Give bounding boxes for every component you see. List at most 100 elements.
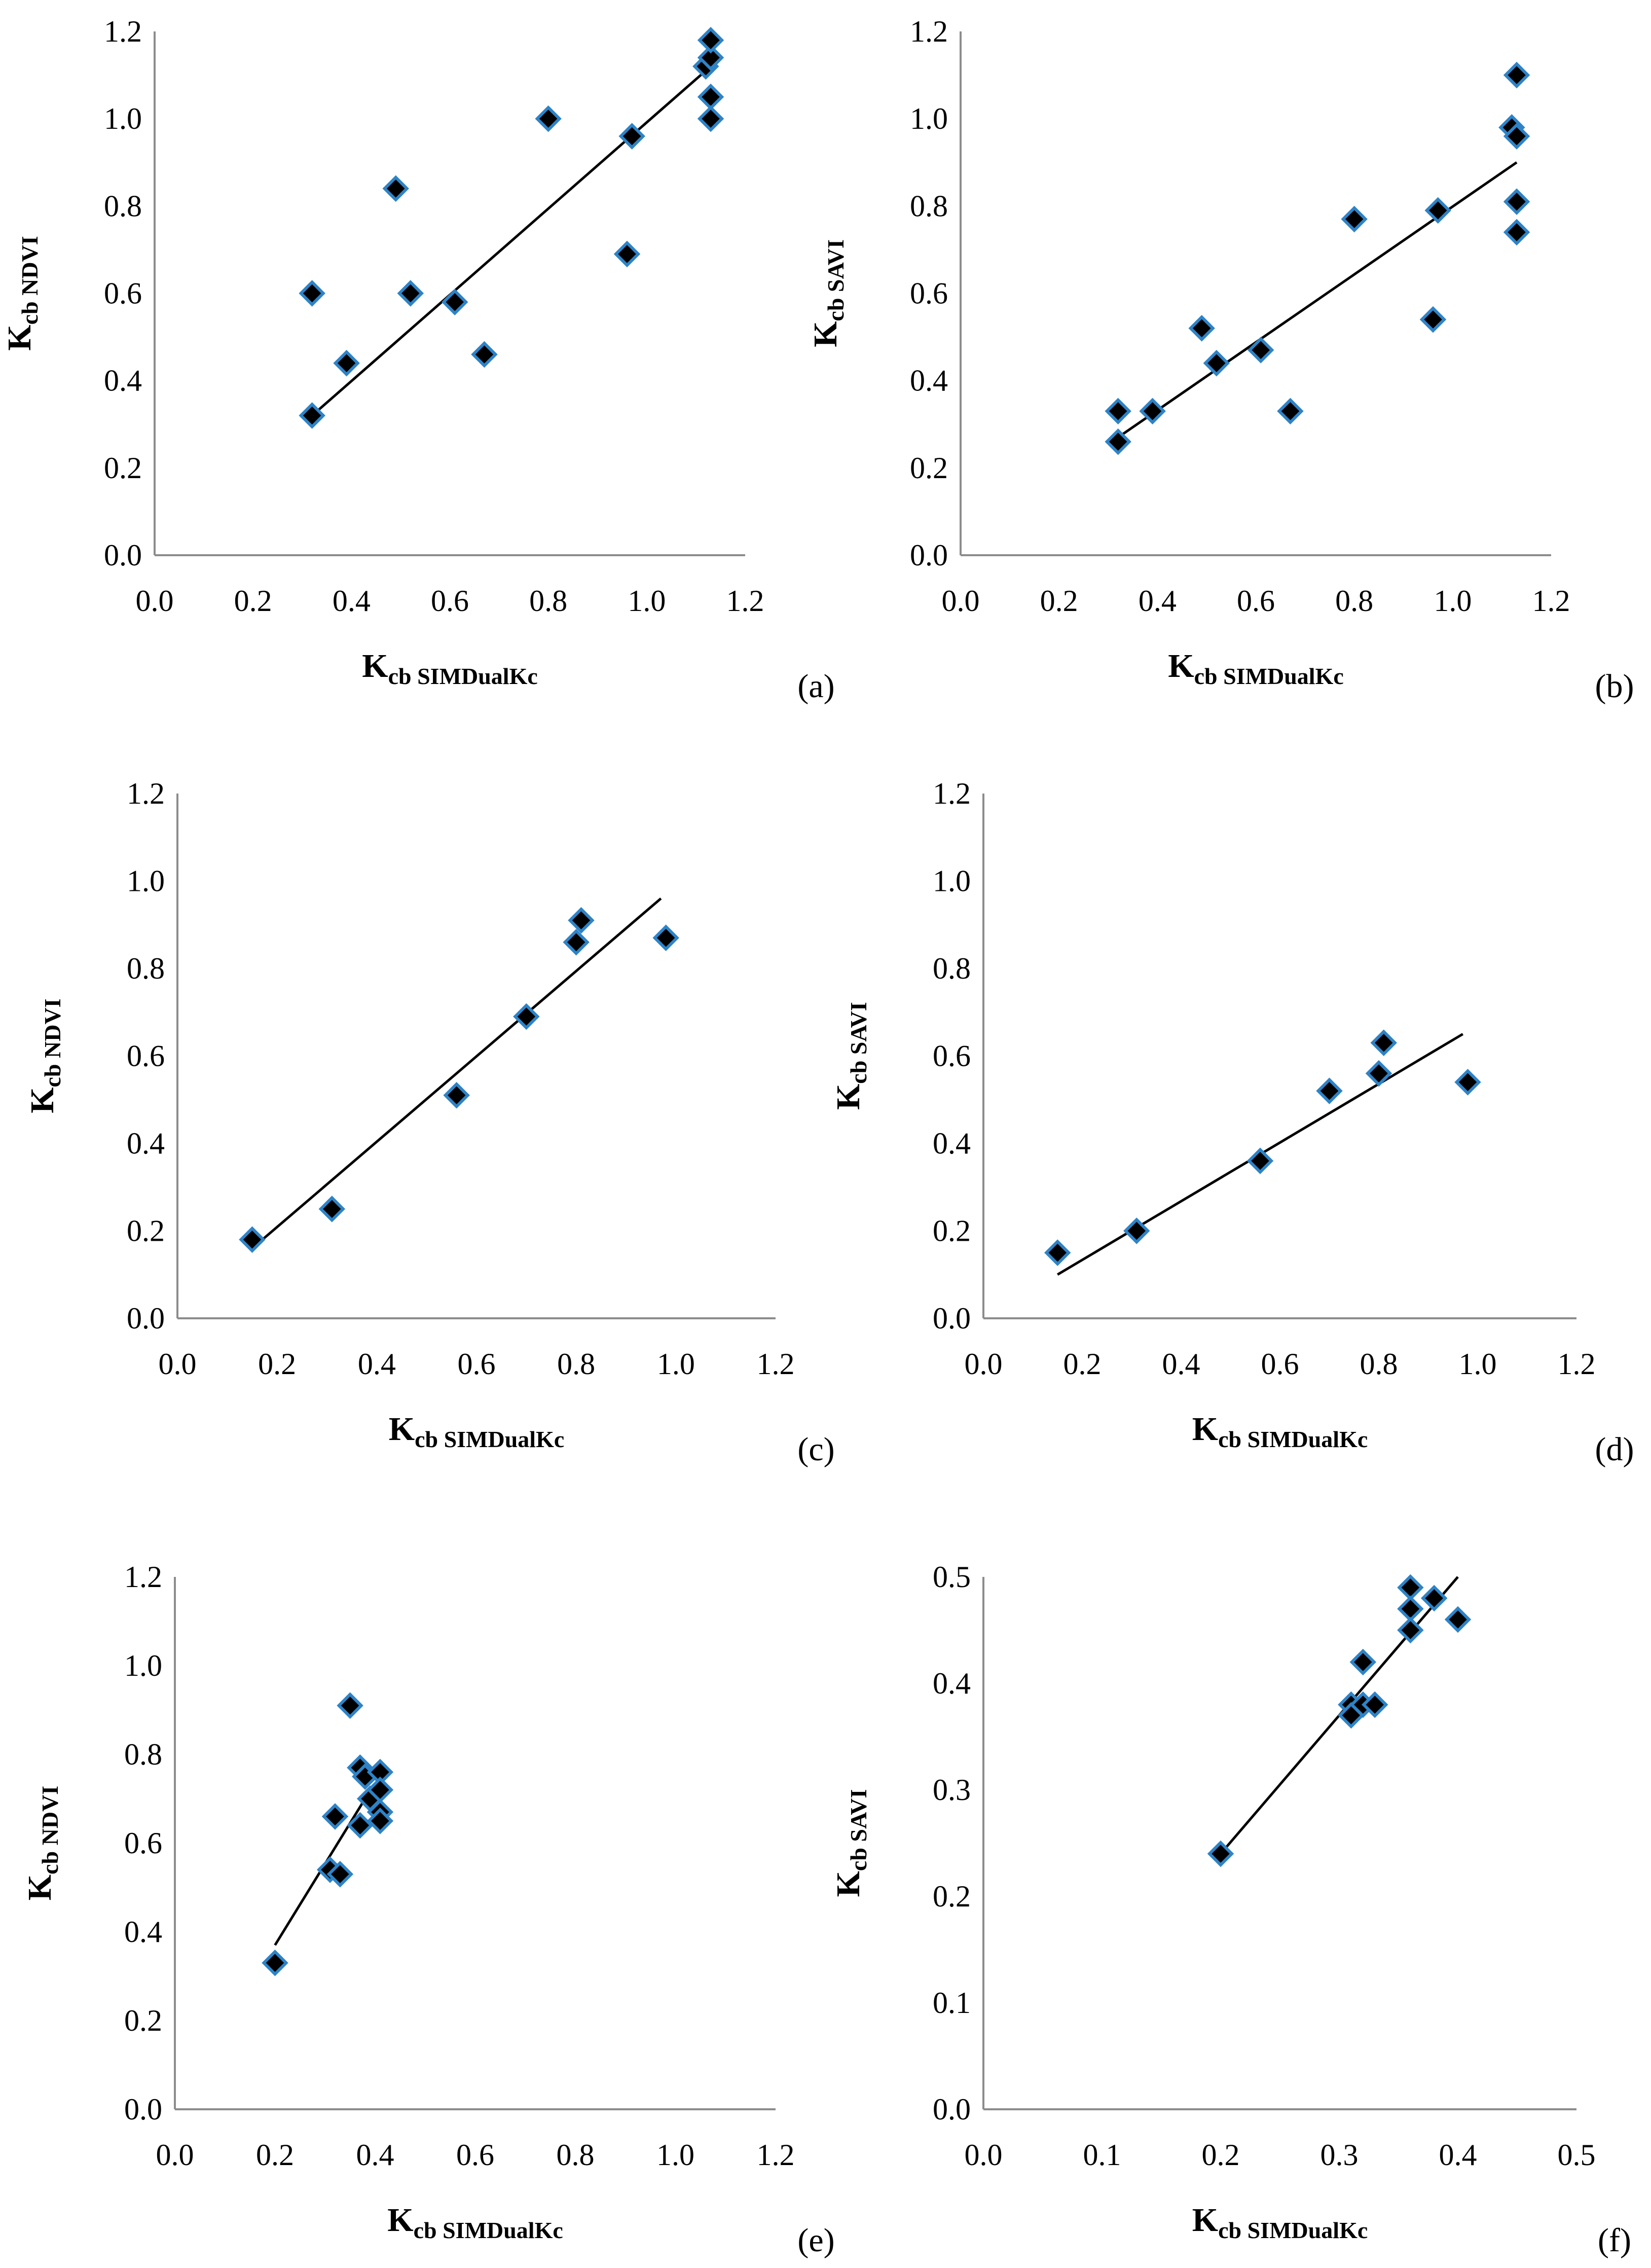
y-tick-label: 0.0 [127, 1302, 165, 1335]
x-tick-label: 1.2 [1532, 584, 1570, 618]
data-point [443, 1082, 470, 1109]
x-axis-title: Kcb SIMDualKc [387, 2202, 563, 2243]
x-tick-label: 0.4 [1439, 2138, 1477, 2172]
y-tick-label: 0.4 [124, 1915, 162, 1949]
y-tick-label: 0.6 [910, 277, 948, 310]
y-tick-label: 0.2 [124, 2004, 162, 2037]
chart-panel-c: 0.0 0.2 0.4 0.6 0.8 1.0 1.2 0.0 0.2 0.4 0.6 0.8 1.0 1… [24, 777, 835, 1468]
x-axis-title: Kcb SIMDualKc [362, 647, 538, 689]
y-axis-title: Kcb SAVI [830, 1789, 871, 1897]
data-point [1420, 1585, 1448, 1612]
y-tick-label: 0.6 [104, 277, 142, 310]
panel-label: (c) [797, 1431, 834, 1468]
y-axis-title: Kcb SAVI [830, 1002, 871, 1110]
x-tick-label: 0.8 [529, 584, 567, 618]
data-point [1397, 1595, 1424, 1623]
y-tick-label: 0.0 [124, 2093, 162, 2126]
data-point [347, 1812, 374, 1839]
panel-label: (e) [797, 2222, 834, 2259]
y-tick-label: 0.0 [933, 1302, 971, 1335]
x-tick-label: 0.2 [1063, 1347, 1102, 1381]
x-tick-label: 1.0 [1459, 1347, 1497, 1381]
trend-line [1117, 161, 1518, 439]
y-tick-label: 0.3 [933, 1773, 971, 1807]
chart-panel-f: 0.0 0.1 0.2 0.3 0.4 0.5 0.0 0.1 0.2 0.3 0.4 0.5 Kcb … [830, 1560, 1631, 2259]
data-point [471, 341, 498, 368]
y-tick-label: 0.0 [104, 538, 142, 572]
x-axis-title: Kcb SIMDualKc [1192, 1411, 1368, 1452]
data-point [563, 929, 590, 956]
data-point [1365, 1060, 1392, 1087]
y-tick-label: 1.2 [127, 777, 165, 810]
x-tick-label: 0.6 [458, 1347, 496, 1381]
data-point [1361, 1691, 1388, 1718]
data-point [1044, 1239, 1071, 1266]
data-point [1444, 1606, 1472, 1633]
x-tick-label: 1.2 [726, 584, 764, 618]
data-point [568, 907, 595, 934]
x-tick-label: 0.0 [965, 1347, 1003, 1381]
y-tick-label: 0.0 [933, 2093, 971, 2126]
data-point [1105, 428, 1131, 455]
data-point [326, 1861, 354, 1888]
y-axis-title: Kcb NDVI [24, 998, 65, 1113]
data-point [1503, 188, 1530, 215]
y-tick-label: 0.2 [933, 1214, 971, 1248]
x-tick-label: 0.8 [557, 1347, 595, 1381]
x-tick-label: 0.3 [1320, 2138, 1359, 2172]
y-tick-label: 1.0 [910, 102, 948, 135]
data-point [366, 1808, 394, 1834]
x-axis-title: Kcb SIMDualKc [389, 1411, 565, 1452]
x-tick-label: 0.4 [1162, 1347, 1200, 1381]
x-tick-label: 0.8 [557, 2138, 595, 2172]
x-tick-label: 0.0 [965, 2138, 1003, 2172]
x-tick-label: 1.0 [1434, 584, 1472, 618]
x-tick-label: 0.2 [1202, 2138, 1240, 2172]
data-point [1188, 315, 1215, 342]
data-point [1503, 61, 1530, 89]
x-tick-label: 1.2 [1558, 1347, 1596, 1381]
x-axis-title: Kcb SIMDualKc [1168, 647, 1344, 689]
x-tick-label: 1.0 [628, 584, 666, 618]
y-tick-label: 0.8 [933, 952, 971, 985]
y-tick-label: 0.8 [104, 189, 142, 223]
x-tick-label: 0.6 [1237, 584, 1275, 618]
data-point [397, 280, 424, 307]
data-point [262, 1950, 288, 1976]
x-tick-label: 0.4 [356, 2138, 394, 2172]
x-tick-label: 0.2 [234, 584, 272, 618]
x-tick-label: 0.0 [136, 584, 174, 618]
y-tick-label: 0.8 [127, 952, 165, 985]
y-tick-label: 0.6 [127, 1039, 165, 1073]
data-point [697, 83, 724, 111]
data-point [1203, 349, 1230, 377]
y-tick-label: 1.0 [124, 1649, 162, 1682]
y-axis-title: Kcb NDVI [1, 236, 43, 350]
y-tick-label: 0.8 [124, 1738, 162, 1771]
y-tick-label: 0.4 [933, 1127, 971, 1160]
x-tick-label: 0.0 [156, 2138, 194, 2172]
data-point [697, 44, 724, 71]
x-tick-label: 0.8 [1360, 1347, 1398, 1381]
y-tick-label: 0.1 [933, 1986, 971, 2020]
data-point [1349, 1648, 1377, 1676]
data-point [299, 280, 325, 307]
x-tick-label: 0.1 [1083, 2138, 1121, 2172]
y-tick-label: 0.2 [910, 451, 948, 485]
data-point [613, 240, 641, 268]
panel-label: (b) [1595, 668, 1634, 705]
chart-panel-e: 0.0 0.2 0.4 0.6 0.8 1.0 1.2 0.0 0.2 0.4 0.6 0.8 1.0 1… [21, 1560, 835, 2259]
x-tick-label: 0.4 [1139, 584, 1177, 618]
x-tick-label: 0.8 [1335, 584, 1373, 618]
y-tick-label: 0.6 [933, 1039, 971, 1073]
chart-panel-a: 0.0 0.2 0.4 0.6 0.8 1.0 1.2 0.0 0.2 0.4 0.6 0.8 1.0 1… [1, 15, 835, 705]
data-point [441, 289, 468, 315]
x-tick-label: 0.2 [256, 2138, 294, 2172]
trend-line [311, 65, 712, 417]
data-point [513, 1003, 540, 1030]
y-tick-label: 0.8 [910, 189, 948, 223]
data-point [239, 1226, 266, 1253]
data-point [1503, 219, 1530, 246]
data-point [1503, 123, 1530, 150]
